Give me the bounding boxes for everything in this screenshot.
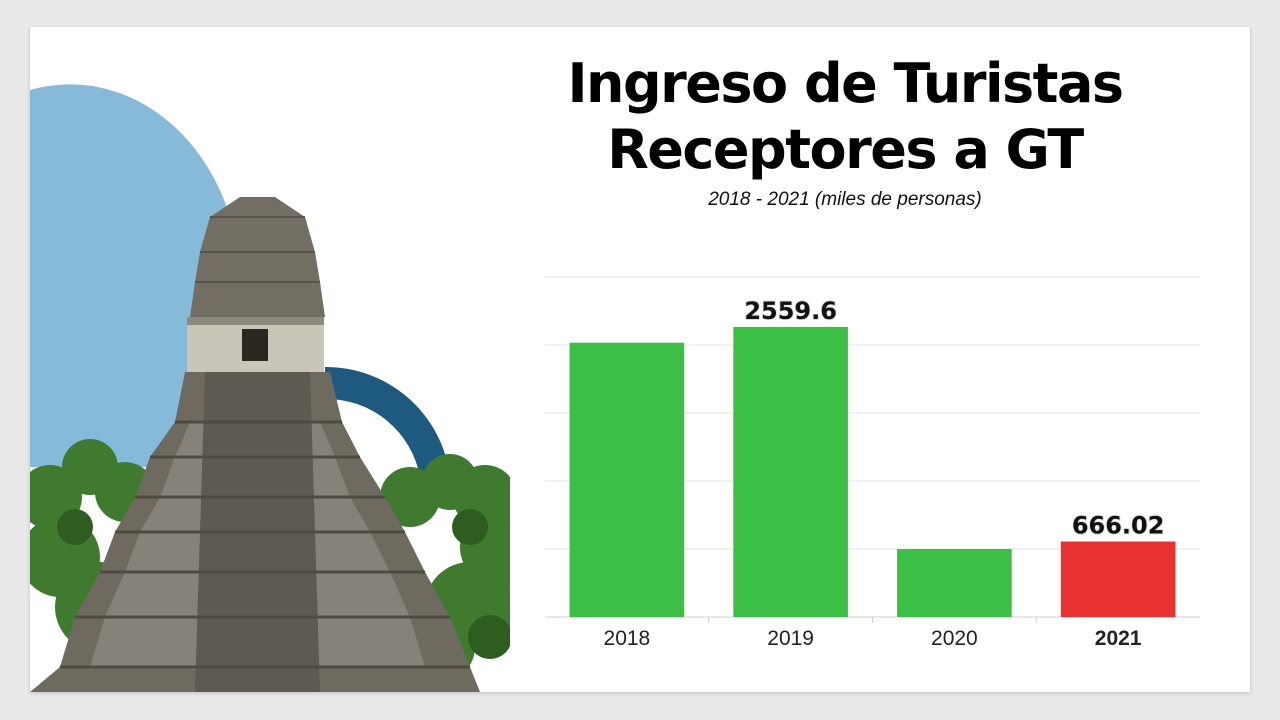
page-title: Ingreso de Turistas Receptores a GT [550, 51, 1140, 183]
temple-pyramid [30, 197, 480, 692]
data-label: 666.02 [1072, 512, 1165, 540]
x-tick-label: 2018 [604, 627, 651, 650]
temple-photo [30, 84, 510, 692]
slide: Ingreso de Turistas Receptores a GT 2018… [30, 27, 1250, 692]
dark-blue-arc-shape [325, 366, 450, 477]
x-tick-label: 2021 [1095, 627, 1142, 650]
blue-circle-shape [30, 84, 230, 467]
x-tick-label: 2019 [767, 627, 814, 650]
bar-2018 [569, 342, 685, 617]
bar-2019 [733, 326, 848, 617]
bar-2020 [897, 549, 1012, 617]
subtitle: 2018 - 2021 (miles de personas) [708, 189, 982, 210]
bar-chart: 2018 2019 2559.6 2020 2021 666.02 [545, 276, 1200, 650]
bar-2021 [1060, 541, 1176, 617]
title-line-1: Ingreso de Turistas [567, 52, 1124, 115]
title-line-2: Receptores a GT [607, 118, 1084, 181]
data-label: 2559.6 [744, 297, 837, 325]
x-tick-label: 2020 [931, 627, 978, 650]
